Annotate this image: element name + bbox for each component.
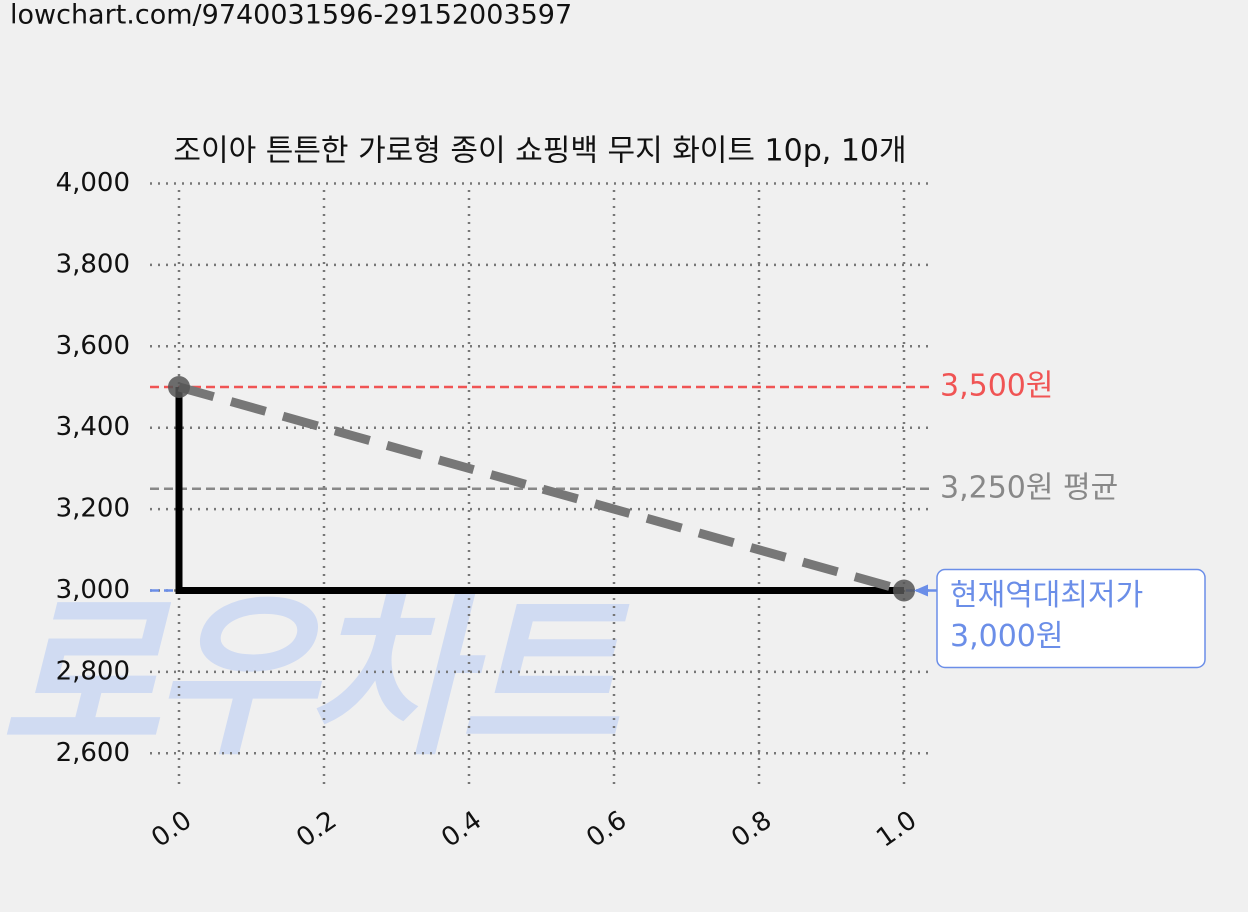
x-tick-label: 0.2 xyxy=(291,805,342,853)
y-tick-label: 3,600 xyxy=(56,331,130,361)
point xyxy=(168,376,190,398)
line xyxy=(177,382,906,595)
y-tick-label: 3,400 xyxy=(56,412,130,442)
reference-label: 3,500원 xyxy=(940,369,1053,404)
x-tick-label: 0.0 xyxy=(146,805,197,853)
x-tick-label: 0.4 xyxy=(436,805,487,853)
x-tick-label: 1.0 xyxy=(871,805,922,853)
line xyxy=(175,387,904,594)
y-tick-label: 3,200 xyxy=(56,494,130,524)
y-tick-label: 2,800 xyxy=(56,656,130,686)
point xyxy=(893,579,915,602)
y-tick-label: 3,000 xyxy=(56,575,130,605)
url: lowchart.com/9740031596-29152003597 xyxy=(10,0,572,31)
annotation-arrowhead xyxy=(914,584,928,597)
watermark: 로우차트 xyxy=(0,577,630,780)
y-tick-label: 3,800 xyxy=(56,249,130,279)
x-tick-label: 0.6 xyxy=(581,805,632,853)
annotation-text: 현재역대최저가 xyxy=(950,578,1143,613)
chart-title: 조이아 튼튼한 가로형 종이 쇼핑백 무지 화이트 10p, 10개 xyxy=(173,134,906,169)
annotation-text: 3,000원 xyxy=(950,619,1063,654)
x-tick-label: 0.8 xyxy=(726,805,777,853)
reference-label: 3,250원 평균 xyxy=(940,470,1118,505)
annotation-box xyxy=(936,568,1206,669)
y-tick-label: 4,000 xyxy=(56,168,130,198)
y-tick-label: 2,600 xyxy=(56,738,130,768)
